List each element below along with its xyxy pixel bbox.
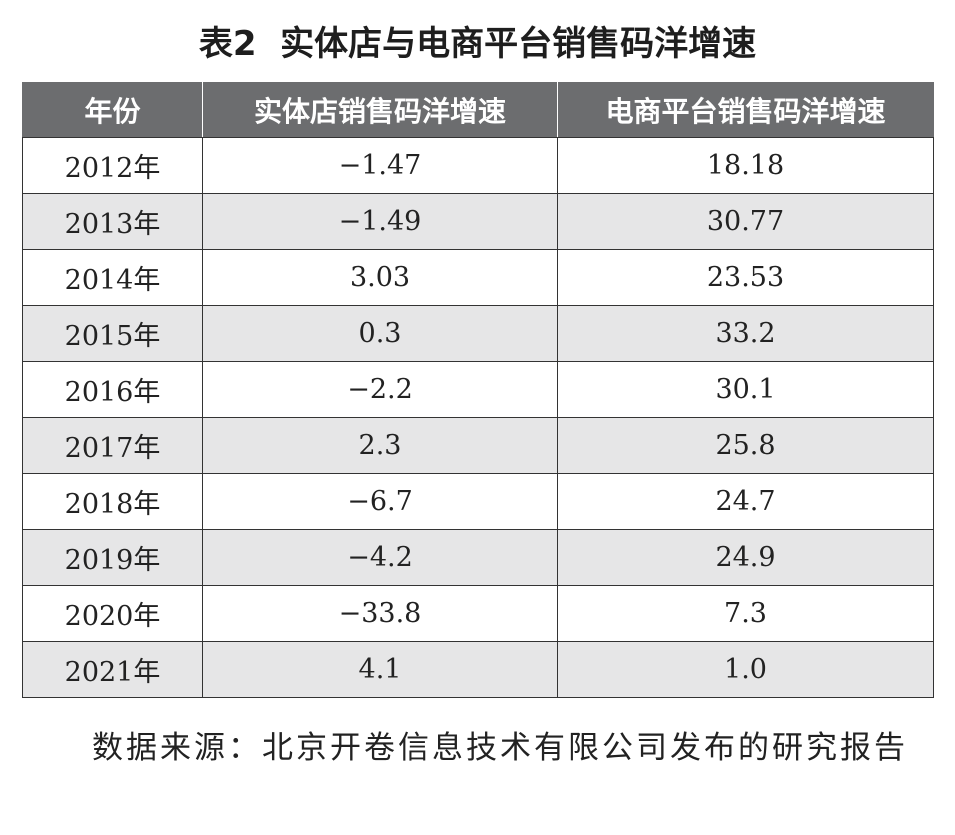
table-cell: −1.47 <box>202 137 558 194</box>
table-cell: 2019年 <box>22 529 203 586</box>
table-cell: 3.03 <box>202 249 558 306</box>
header-cell: 年份 <box>22 82 203 138</box>
table-row: 2017年 2.3 25.8 <box>22 417 934 474</box>
source-note: 数据来源：北京开卷信息技术有限公司发布的研究报告 <box>92 730 908 766</box>
table-row: 2019年 −4.2 24.9 <box>22 529 934 586</box>
table-cell: 2012年 <box>22 137 203 194</box>
table-row: 2020年 −33.8 7.3 <box>22 585 934 642</box>
table-cell: 2013年 <box>22 193 203 250</box>
table-row: 2018年 −6.7 24.7 <box>22 473 934 530</box>
table-cell: 18.18 <box>557 137 934 194</box>
table-row: 2013年 −1.49 30.77 <box>22 193 934 250</box>
table-title: 表2 实体店与电商平台销售码洋增速 <box>198 24 757 64</box>
table-cell: 24.9 <box>557 529 934 586</box>
table-cell: −33.8 <box>202 585 558 642</box>
table-cell: 1.0 <box>557 641 934 698</box>
table-cell: 30.1 <box>557 361 934 418</box>
table-body: 2012年 −1.47 18.18 2013年 −1.49 30.77 2014年 3.03 2… <box>22 137 934 698</box>
table-row: 2016年 −2.2 30.1 <box>22 361 934 418</box>
header-cell: 电商平台销售码洋增速 <box>557 82 934 138</box>
table-cell: 30.77 <box>557 193 934 250</box>
table-row: 2012年 −1.47 18.18 <box>22 137 934 194</box>
table-row: 2014年 3.03 23.53 <box>22 249 934 306</box>
header-row: 年份 实体店销售码洋增速 电商平台销售码洋增速 <box>22 82 934 138</box>
table-cell: 2017年 <box>22 417 203 474</box>
table-cell: 4.1 <box>202 641 558 698</box>
table-cell: −4.2 <box>202 529 558 586</box>
table-cell: 2018年 <box>22 473 203 530</box>
table-cell: 2021年 <box>22 641 203 698</box>
table-cell: 23.53 <box>557 249 934 306</box>
header-cell: 实体店销售码洋增速 <box>202 82 558 138</box>
table-cell: 25.8 <box>557 417 934 474</box>
table-cell: 2020年 <box>22 585 203 642</box>
table-cell: 24.7 <box>557 473 934 530</box>
table-cell: 33.2 <box>557 305 934 362</box>
table-row: 2015年 0.3 33.2 <box>22 305 934 362</box>
table-cell: 0.3 <box>202 305 558 362</box>
table-cell: 2016年 <box>22 361 203 418</box>
table-cell: 2.3 <box>202 417 558 474</box>
table-cell: −2.2 <box>202 361 558 418</box>
table-row: 2021年 4.1 1.0 <box>22 641 934 698</box>
table-cell: −1.49 <box>202 193 558 250</box>
table-cell: 2014年 <box>22 249 203 306</box>
table-cell: 2015年 <box>22 305 203 362</box>
table-cell: −6.7 <box>202 473 558 530</box>
table-cell: 7.3 <box>557 585 934 642</box>
table: 年份 实体店销售码洋增速 电商平台销售码洋增速 2012年 −1.47 18.18 201… <box>22 82 934 698</box>
